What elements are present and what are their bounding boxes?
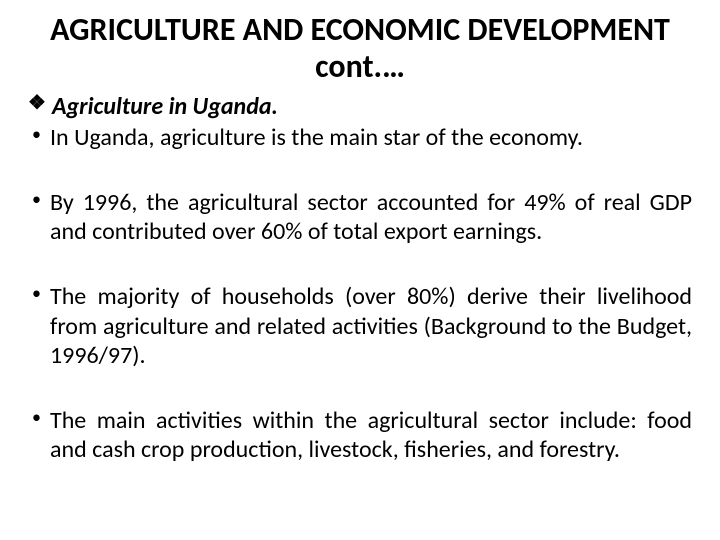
- diamond-bullet-icon: ❖: [28, 92, 46, 114]
- slide: AGRICULTURE AND ECONOMIC DEVELOPMENT con…: [0, 0, 720, 540]
- subheading-text: Agriculture in Uganda.: [52, 92, 278, 121]
- list-item: The majority of households (over 80%) de…: [28, 282, 692, 370]
- list-item: The main activities within the agricultu…: [28, 406, 692, 465]
- bullet-list: In Uganda, agriculture is the main star …: [28, 123, 692, 465]
- list-item: In Uganda, agriculture is the main star …: [28, 123, 692, 152]
- list-item: By 1996, the agricultural sector account…: [28, 188, 692, 247]
- subheading: ❖ Agriculture in Uganda.: [28, 92, 692, 121]
- slide-title: AGRICULTURE AND ECONOMIC DEVELOPMENT con…: [28, 12, 692, 86]
